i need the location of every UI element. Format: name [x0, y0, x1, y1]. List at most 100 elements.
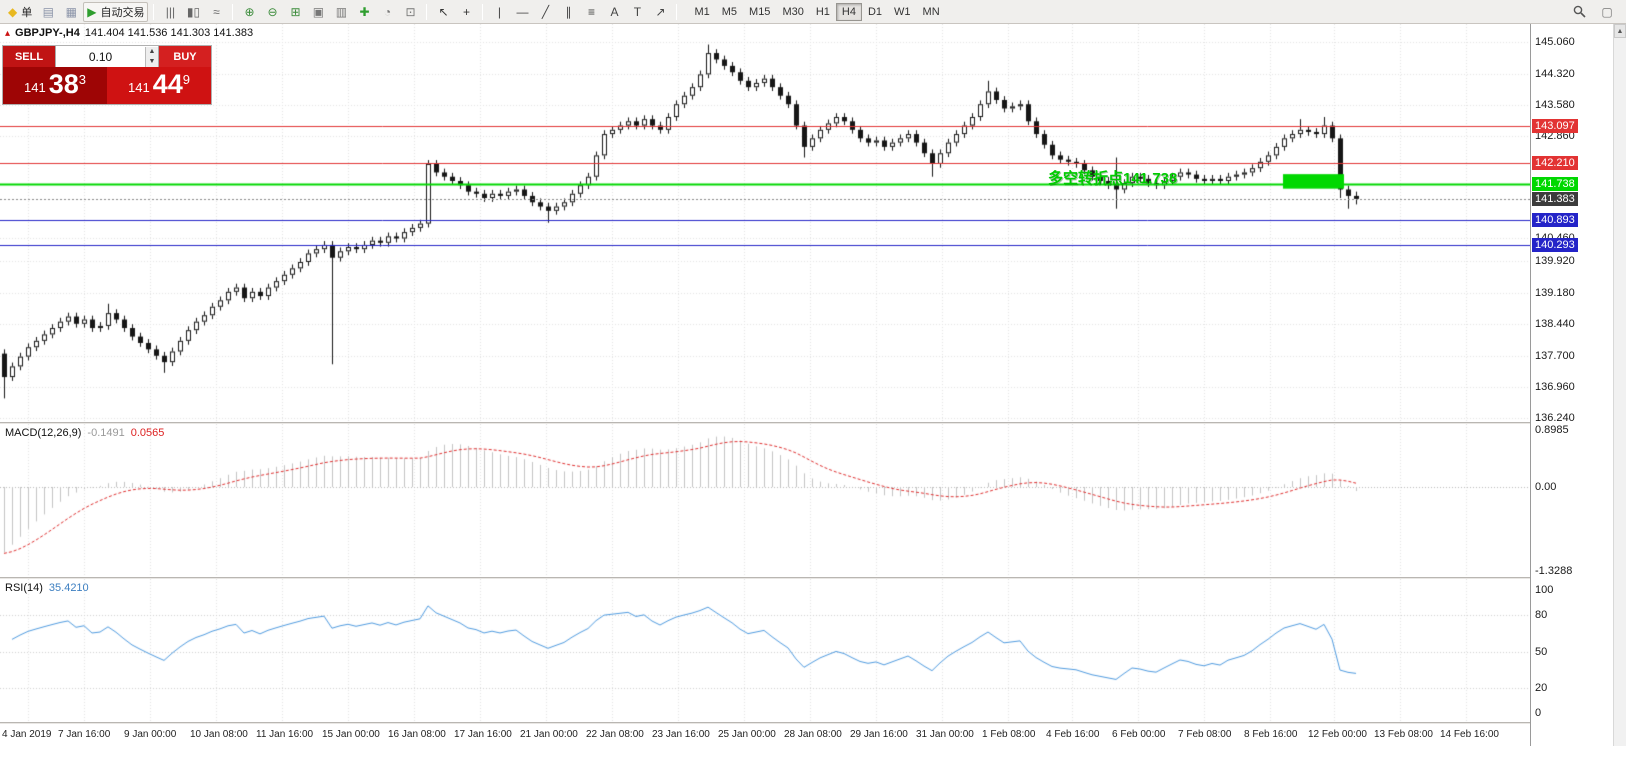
dock-panel-button[interactable]: ▢ — [1596, 2, 1618, 22]
text-button[interactable]: A — [603, 2, 625, 22]
support-line-2-badge[interactable]: 140.293 — [1532, 238, 1578, 252]
volume-input[interactable]: 0.10 ▲ ▼ — [55, 46, 159, 67]
market-watch-icon: ▦ — [65, 4, 77, 19]
time-axis-label: 16 Jan 08:00 — [388, 729, 446, 740]
toolbar-separator — [153, 3, 155, 20]
pivot-line-badge[interactable]: 141.738 — [1532, 177, 1578, 191]
timeframe-button-d1[interactable]: D1 — [867, 5, 883, 18]
cursor-button[interactable]: ↖ — [432, 2, 454, 22]
symbol-search-button[interactable] — [1568, 2, 1590, 22]
panel-separator[interactable] — [0, 422, 1613, 424]
time-axis-label: 31 Jan 00:00 — [916, 729, 974, 740]
volume-up-button[interactable]: ▲ — [146, 46, 158, 57]
one-click-toggle-icon[interactable]: ▴ — [5, 27, 11, 39]
time-axis-label: 13 Feb 08:00 — [1374, 729, 1433, 740]
fibonacci-icon: ≡ — [587, 4, 595, 19]
time-axis-label: 23 Jan 16:00 — [652, 729, 710, 740]
resistance-line-1-badge[interactable]: 143.097 — [1532, 119, 1578, 133]
price-axis[interactable]: 145.060144.320143.580142.860140.460139.9… — [1531, 24, 1613, 746]
add-indicator-icon: ✚ — [359, 4, 370, 19]
time-axis-label: 7 Feb 08:00 — [1178, 729, 1232, 740]
time-axis[interactable]: 4 Jan 2019 7 Jan 16:00 9 Jan 00:00 10 Jan 0… — [0, 724, 1530, 746]
buy-button[interactable]: BUY — [159, 46, 211, 67]
timeframe-button-m1[interactable]: M1 — [694, 5, 710, 18]
macd-canvas[interactable] — [0, 424, 1530, 577]
panel-separator[interactable] — [0, 722, 1613, 724]
arrows-button[interactable]: ↗ — [649, 2, 671, 22]
buy-price-button[interactable]: 141 44 9 — [107, 67, 211, 104]
price-axis-label: 139.180 — [1535, 287, 1575, 299]
add-indicator-button[interactable]: ✚ — [353, 2, 375, 22]
macd-name: MACD(12,26,9) — [5, 427, 82, 439]
volume-value[interactable]: 0.10 — [88, 49, 113, 64]
timeframe-button-w1[interactable]: W1 — [894, 5, 911, 18]
timeframe-button-h4[interactable]: H4 — [835, 2, 862, 21]
new-order-icon: ◆ — [8, 4, 18, 19]
main-chart-canvas[interactable] — [0, 24, 1530, 422]
volume-spinner: ▲ ▼ — [145, 46, 158, 67]
text-label-icon: T — [633, 4, 642, 19]
time-axis-label: 17 Jan 16:00 — [454, 729, 512, 740]
time-axis-label: 1 Feb 08:00 — [982, 729, 1036, 740]
macd-axis-label: -1.3288 — [1535, 565, 1573, 577]
resistance-line-2-badge[interactable]: 142.210 — [1532, 156, 1578, 170]
line-chart-button[interactable]: ≈ — [205, 2, 227, 22]
volume-down-button[interactable]: ▼ — [146, 56, 158, 67]
time-axis-label: 7 Jan 16:00 — [58, 729, 111, 740]
time-axis-label: 11 Jan 16:00 — [256, 729, 314, 740]
rsi-canvas[interactable] — [0, 579, 1530, 722]
arrange-windows-button[interactable]: ▥ — [330, 2, 352, 22]
buy-price-sup: 9 — [182, 72, 190, 87]
new-order-button[interactable]: ◆ 单 — [4, 2, 36, 22]
sell-button[interactable]: SELL — [3, 46, 55, 67]
timeframe-button-mn[interactable]: MN — [922, 5, 940, 18]
zoom-in-button[interactable]: ⊕ — [238, 2, 260, 22]
time-axis-label: 29 Jan 16:00 — [850, 729, 908, 740]
time-axis-label: 4 Feb 16:00 — [1046, 729, 1100, 740]
panel-separator[interactable] — [0, 577, 1613, 579]
timeframe-button-m30[interactable]: M30 — [782, 5, 804, 18]
sell-price-button[interactable]: 141 38 3 — [3, 67, 107, 104]
price-axis-label: 136.960 — [1535, 381, 1575, 393]
cascade-windows-button[interactable]: ▣ — [307, 2, 329, 22]
autotrading-button[interactable]: ▶ 自动交易 — [83, 1, 149, 22]
trendline-button[interactable]: ╱ — [534, 2, 556, 22]
right-scrollbar[interactable]: ▲ — [1613, 24, 1626, 746]
market-watch-button[interactable]: ▦ — [60, 2, 82, 22]
scrollbar-up-button[interactable]: ▲ — [1614, 24, 1626, 38]
bar-chart-button[interactable]: ||| — [159, 2, 181, 22]
vertical-line-button[interactable]: | — [488, 2, 510, 22]
rsi-value: 35.4210 — [48, 582, 89, 594]
zoom-out-button[interactable]: ⊖ — [261, 2, 283, 22]
candlestick-chart-button[interactable]: ▮▯ — [182, 2, 204, 22]
rsi-axis-label: 20 — [1535, 682, 1548, 694]
timeframe-button-m5[interactable]: M5 — [721, 5, 738, 18]
timeframe-button-h1[interactable]: H1 — [815, 5, 830, 18]
crosshair-button[interactable]: + — [455, 2, 477, 22]
time-axis-label: 4 Jan 2019 — [2, 729, 52, 740]
horizontal-line-button[interactable]: — — [511, 2, 533, 22]
horizontal-line-icon: — — [516, 4, 529, 19]
tile-windows-button[interactable]: ⊞ — [284, 2, 306, 22]
profiles-button[interactable]: ▤ — [37, 2, 59, 22]
price-axis-label: 137.700 — [1535, 350, 1575, 362]
time-axis-label: 6 Feb 00:00 — [1112, 729, 1166, 740]
zoom-in-icon: ⊕ — [244, 4, 255, 19]
periods-button[interactable]: ◔ — [376, 2, 398, 22]
timeframe-button-m15[interactable]: M15 — [749, 5, 771, 18]
support-line-1-badge[interactable]: 140.893 — [1532, 213, 1578, 227]
text-label-button[interactable]: T — [626, 2, 648, 22]
fibonacci-button[interactable]: ≡ — [580, 2, 602, 22]
panel-icon: ▢ — [1601, 4, 1613, 19]
trade-panel-row-buttons: SELL 0.10 ▲ ▼ BUY — [3, 46, 211, 67]
timeframe-group: M1 M5 M15 M30 H1 H4 D1 W1 MN — [688, 2, 945, 21]
channel-button[interactable]: ∥ — [557, 2, 579, 22]
template-button[interactable]: ⊡ — [399, 2, 421, 22]
symbol-header: ▴ GBPJPY-,H4 141.404 141.536 141.303 141… — [5, 27, 253, 39]
cursor-icon: ↖ — [438, 4, 449, 19]
trade-panel-row-prices: 141 38 3 141 44 9 — [3, 67, 211, 104]
search-icon — [1573, 5, 1586, 18]
time-axis-label: 9 Jan 00:00 — [124, 729, 177, 740]
toolbar-right: ▢ — [1568, 2, 1622, 22]
